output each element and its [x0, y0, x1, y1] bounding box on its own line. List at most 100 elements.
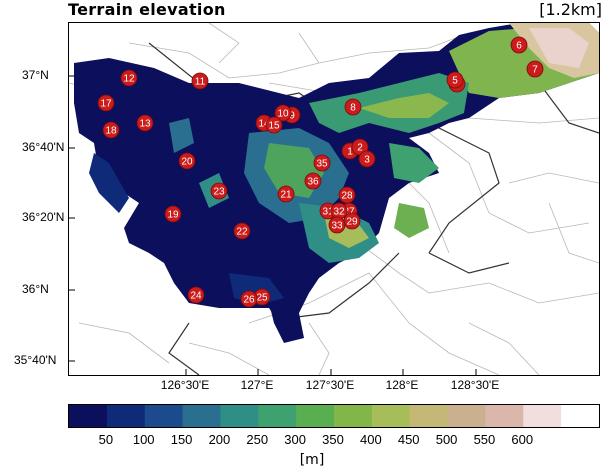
lon-label-128-30e: 128°30'E — [450, 378, 500, 392]
station-dot — [358, 150, 376, 168]
station-dot — [102, 121, 120, 139]
colorbar-swatch — [106, 405, 146, 427]
station-label: 18 — [105, 126, 117, 137]
colorbar-tick-label: 200 — [208, 432, 231, 447]
station-label: 24 — [190, 291, 202, 302]
lon-label-128e: 128°E — [385, 378, 419, 392]
station-label: 26 — [243, 295, 255, 306]
station-label: 7 — [532, 65, 538, 76]
station-label: 14 — [258, 119, 270, 130]
station-marker: 15 — [265, 116, 283, 134]
station-dot — [277, 185, 295, 203]
colorbar-tick-label: 100 — [132, 432, 155, 447]
station-marker: 22 — [233, 222, 251, 240]
station-marker: 10 — [274, 104, 292, 122]
colorbar-tick-label: 400 — [359, 432, 382, 447]
lat-label-36-20n: 36°20'N — [22, 210, 65, 224]
colorbar-tick-label: 350 — [322, 432, 344, 447]
station-marker: 23 — [210, 182, 228, 200]
colorbar-swatches — [69, 405, 599, 427]
station-dot — [526, 60, 544, 78]
station-marker: 12 — [120, 69, 138, 87]
station-marker: 11 — [191, 72, 209, 90]
station-marker: 36 — [304, 172, 322, 190]
station-marker: 24 — [187, 286, 205, 304]
station-marker: 5 — [446, 71, 464, 89]
station-label: 3 — [364, 155, 370, 166]
station-dot — [338, 186, 356, 204]
station-label: 11 — [195, 77, 206, 88]
colorbar-swatch — [144, 405, 184, 427]
station-label: 12 — [123, 74, 135, 85]
station-label: 35 — [316, 159, 328, 170]
station-label: 2 — [357, 143, 363, 154]
colorbar-tick-label: 550 — [473, 432, 496, 447]
station-label: 21 — [280, 190, 292, 201]
station-label: 23 — [213, 187, 225, 198]
station-label: 15 — [268, 121, 280, 132]
map-title: Terrain elevation — [68, 0, 226, 19]
station-dot — [97, 94, 115, 112]
map-panel: 1234567891011121314151718192021222324252… — [68, 22, 600, 376]
station-dot — [265, 116, 283, 134]
station-dot — [240, 290, 258, 308]
colorbar-tick-label: 600 — [511, 432, 534, 447]
station-label: 22 — [236, 227, 248, 238]
station-dot — [191, 72, 209, 90]
colorbar-swatch — [220, 405, 259, 427]
colorbar-swatch — [334, 405, 373, 427]
colorbar-tick-label: 250 — [246, 432, 269, 447]
station-label: 9 — [289, 111, 295, 122]
station-label: 20 — [181, 157, 193, 168]
station-marker: 20 — [178, 152, 196, 170]
station-dot — [187, 286, 205, 304]
station-dot — [510, 36, 528, 54]
colorbar-tick-label: 450 — [397, 432, 420, 447]
lat-label-35-40n: 35°40'N — [14, 353, 57, 367]
station-dot — [328, 216, 346, 234]
station-dot — [304, 172, 322, 190]
station-marker: 32 — [330, 202, 348, 220]
elevation-field — [74, 23, 599, 343]
colorbar-swatch — [409, 405, 449, 427]
station-marker: 19 — [164, 205, 182, 223]
station-label: 33 — [331, 221, 343, 232]
station-dot — [446, 71, 464, 89]
station-dot — [120, 69, 138, 87]
station-label: 27 — [343, 207, 355, 218]
colorbar-unit: [m] — [299, 452, 325, 468]
station-label: 25 — [256, 293, 268, 304]
station-label: 6 — [516, 41, 522, 52]
station-dot — [313, 154, 331, 172]
station-marker: 18 — [102, 121, 120, 139]
resolution-label: [1.2km] — [539, 0, 602, 19]
station-label: 5 — [452, 76, 458, 87]
station-label: 13 — [139, 119, 151, 130]
station-marker: 26 — [240, 290, 258, 308]
station-marker: 3 — [358, 150, 376, 168]
station-marker: 13 — [136, 114, 154, 132]
colorbar-swatch — [371, 405, 411, 427]
station-label: 19 — [167, 210, 179, 221]
colorbar-swatch — [523, 405, 562, 427]
station-label: 10 — [277, 109, 289, 120]
station-label: 32 — [333, 207, 345, 218]
station-marker: 6 — [510, 36, 528, 54]
colorbar-swatch — [447, 405, 487, 427]
station-dot — [233, 222, 251, 240]
station-marker: 7 — [526, 60, 544, 78]
station-label: 1 — [347, 147, 353, 158]
station-dot — [344, 98, 362, 116]
colorbar-tick-label: 50 — [98, 432, 114, 447]
station-label: 36 — [307, 177, 319, 188]
station-marker: 17 — [97, 94, 115, 112]
lat-label-36n: 36°N — [22, 282, 49, 296]
station-dot — [136, 114, 154, 132]
colorbar-tick-label: 500 — [435, 432, 458, 447]
station-dot — [164, 205, 182, 223]
lon-label-127e: 127°E — [240, 378, 274, 392]
lat-label-36-40n: 36°40'N — [22, 140, 65, 154]
colorbar-swatch — [561, 405, 599, 427]
lat-label-37n: 37°N — [22, 68, 49, 82]
station-marker: 8 — [344, 98, 362, 116]
